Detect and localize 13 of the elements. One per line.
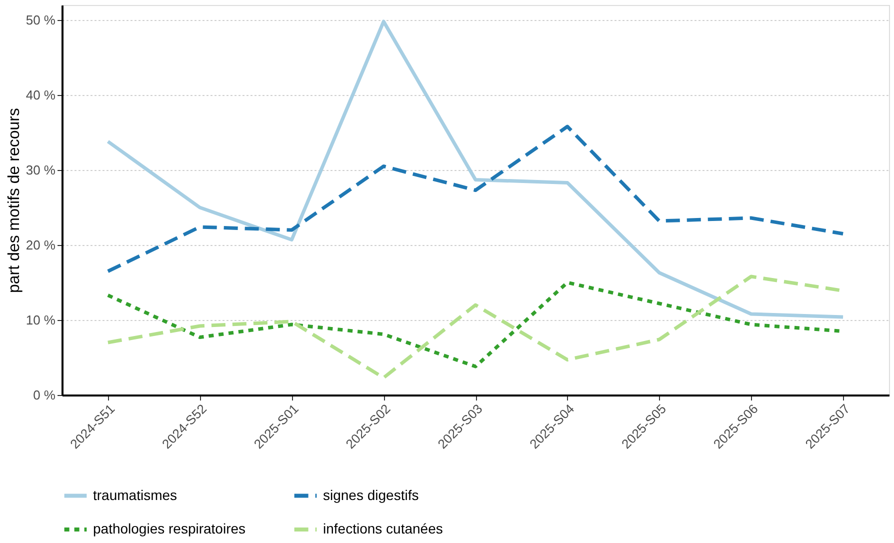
y-tick-label: 50 %: [26, 12, 56, 28]
legend-label: signes digestifs: [323, 486, 419, 503]
legend-label: pathologies respiratoires: [93, 520, 246, 536]
y-tick-label: 20 %: [26, 238, 56, 252]
line-series: [106, 124, 845, 273]
line-series: [106, 20, 845, 319]
y-tick-label: 40 %: [26, 88, 56, 102]
y-tick-label: 10 %: [26, 312, 56, 328]
y-axis-title: part des motifs de recours: [6, 108, 23, 293]
y-tick-label: 0 %: [33, 388, 56, 402]
y-tick-label: 30 %: [26, 162, 56, 178]
legend-label: traumatismes: [93, 486, 178, 503]
legend-label: infections cutanées: [323, 520, 443, 536]
